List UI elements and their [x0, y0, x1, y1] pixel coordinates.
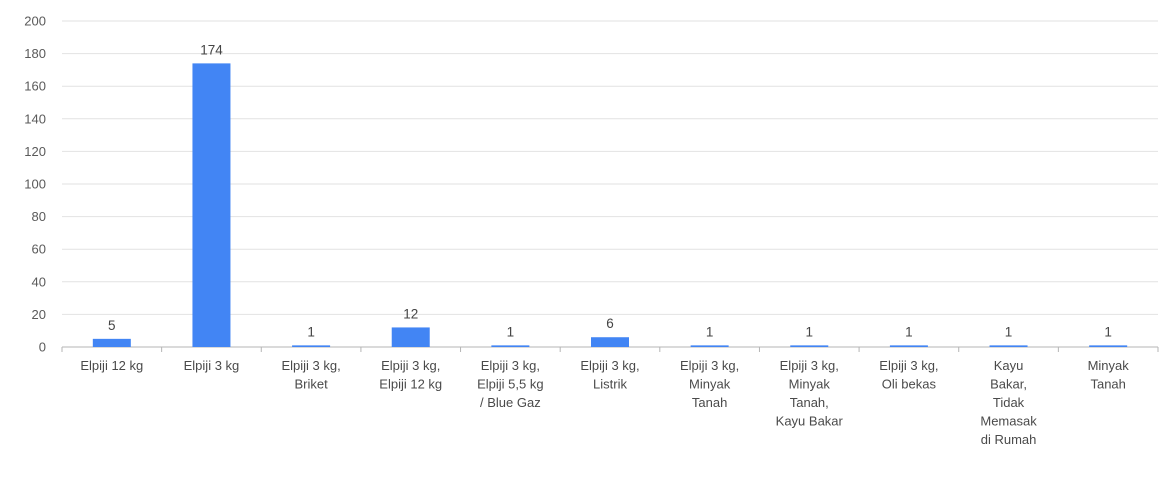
x-tick-label-line: Tanah	[692, 395, 727, 410]
x-tick-label-line: Elpiji 3 kg,	[680, 358, 739, 373]
x-tick-label: Elpiji 3 kg, Minyak Tanah, Kayu Bakar	[776, 358, 844, 429]
bar	[690, 345, 729, 347]
x-tick-label: Elpiji 3 kg, Elpiji 12 kg	[379, 358, 442, 392]
bar	[591, 337, 629, 347]
x-tick-label-line: Oli bekas	[882, 377, 937, 392]
x-tick-label-line: di Rumah	[981, 432, 1037, 447]
x-tick-label-line: Bakar,	[990, 377, 1027, 392]
x-tick-label-line: Elpiji 12 kg	[379, 377, 442, 392]
x-tick-label-line: Elpiji 3 kg,	[281, 358, 340, 373]
bar	[989, 345, 1028, 347]
x-tick-label: Kayu Bakar, Tidak Memasak di Rumah	[980, 358, 1037, 447]
data-label: 174	[200, 42, 223, 57]
data-label: 1	[1005, 324, 1013, 339]
x-tick-label: Elpiji 12 kg	[80, 358, 143, 373]
x-tick-label: Elpiji 3 kg, Briket	[281, 358, 340, 392]
data-label: 1	[806, 324, 814, 339]
x-tick-label-line: Listrik	[593, 377, 627, 392]
bars	[92, 63, 1128, 347]
bar	[491, 345, 530, 347]
y-tick-label: 180	[24, 46, 46, 61]
y-tick-label: 160	[24, 79, 46, 94]
x-tick-label-line: / Blue Gaz	[480, 395, 541, 410]
x-tick-label-line: Elpiji 3 kg,	[879, 358, 938, 373]
y-tick-label: 40	[32, 274, 46, 289]
x-tick-label-line: Elpiji 12 kg	[80, 358, 143, 373]
data-label: 1	[905, 324, 913, 339]
x-tick-label-line: Elpiji 5,5 kg	[477, 377, 543, 392]
x-tick-label-line: Tidak	[993, 395, 1025, 410]
x-tick-label: Elpiji 3 kg, Minyak Tanah	[680, 358, 739, 410]
data-label: 1	[307, 324, 315, 339]
y-tick-label: 60	[32, 242, 46, 257]
y-axis: 0 20 40 60 80 100 120 140 160 180 200	[24, 14, 1159, 355]
x-tick-label-line: Elpiji 3 kg,	[381, 358, 440, 373]
x-tick-label-line: Kayu Bakar	[776, 414, 844, 429]
x-tick-label-line: Kayu	[994, 358, 1024, 373]
x-tick-label-line: Tanah,	[790, 395, 829, 410]
x-tick-label-line: Elpiji 3 kg,	[580, 358, 639, 373]
bar	[292, 345, 331, 347]
y-tick-label: 140	[24, 111, 46, 126]
y-tick-label: 20	[32, 307, 46, 322]
bar	[192, 63, 231, 347]
x-tick-label-line: Tanah	[1090, 377, 1125, 392]
x-tick-label: Minyak Tanah	[1088, 358, 1130, 392]
bar	[889, 345, 928, 347]
y-tick-label: 0	[39, 340, 46, 355]
bar	[790, 345, 829, 347]
x-tick-label-line: Minyak	[689, 377, 731, 392]
data-label: 12	[403, 306, 418, 321]
bar	[92, 338, 131, 347]
x-tick-label-line: Memasak	[980, 414, 1037, 429]
x-tick-label: Elpiji 3 kg, Elpiji 5,5 kg / Blue Gaz	[477, 358, 543, 410]
y-tick-label: 80	[32, 209, 46, 224]
data-label: 5	[108, 318, 116, 333]
x-tick-label: Elpiji 3 kg, Oli bekas	[879, 358, 938, 392]
data-label: 6	[606, 316, 614, 331]
data-label: 1	[706, 324, 714, 339]
data-label: 1	[507, 324, 515, 339]
bar	[391, 327, 430, 347]
x-tick-label-line: Elpiji 3 kg,	[481, 358, 540, 373]
x-tick-label-line: Briket	[294, 377, 328, 392]
x-tick-label: Elpiji 3 kg	[184, 358, 240, 373]
data-label: 1	[1104, 324, 1112, 339]
bar	[1089, 345, 1128, 347]
x-tick-label: Elpiji 3 kg, Listrik	[580, 358, 639, 392]
x-tick-label-line: Minyak	[1088, 358, 1130, 373]
gridlines	[62, 20, 1158, 315]
x-tick-label-line: Elpiji 3 kg	[184, 358, 240, 373]
y-tick-label: 100	[24, 177, 46, 192]
x-tick-label-line: Minyak	[789, 377, 831, 392]
x-axis: Elpiji 12 kg Elpiji 3 kg Elpiji 3 kg, Brike…	[80, 358, 1129, 447]
y-tick-label: 200	[24, 14, 46, 29]
y-tick-label: 120	[24, 144, 46, 159]
x-tick-label-line: Elpiji 3 kg,	[780, 358, 839, 373]
